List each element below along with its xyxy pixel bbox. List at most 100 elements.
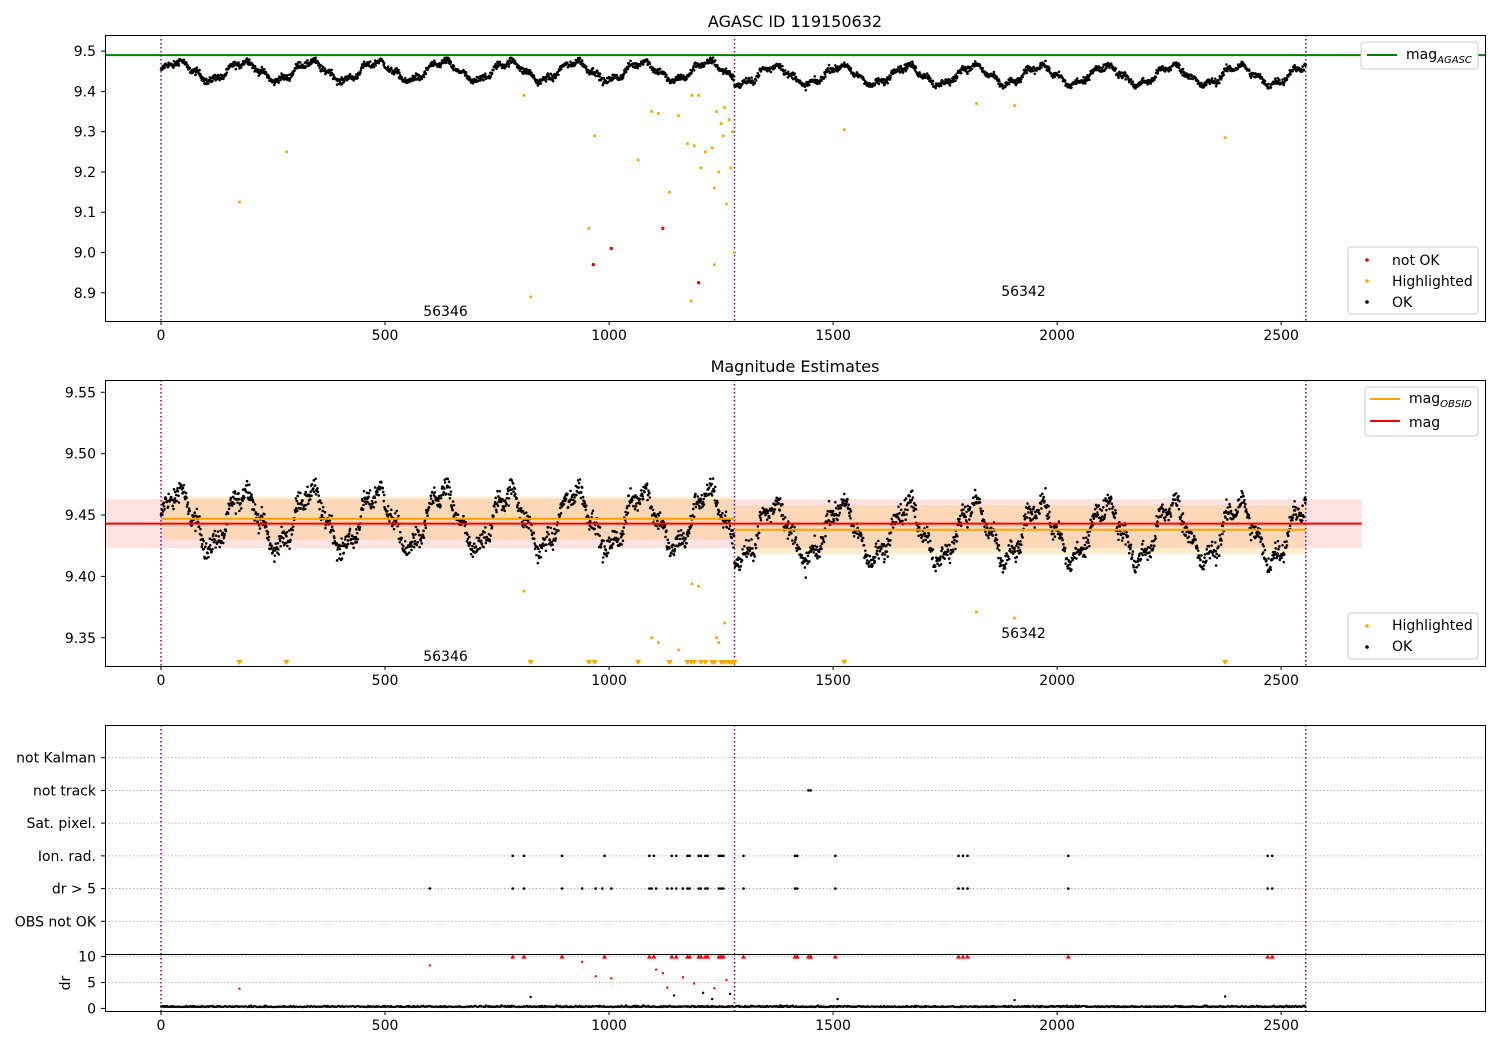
ok-point: [622, 526, 626, 529]
ok-point: [540, 546, 544, 550]
ok-point: [355, 540, 359, 544]
ok-point: [501, 497, 504, 501]
ok-point: [924, 538, 928, 542]
ok-point: [621, 539, 625, 543]
ok-point: [1181, 512, 1185, 515]
ok-point: [638, 502, 642, 506]
ok-point: [382, 493, 386, 497]
ok-point: [517, 64, 520, 67]
ok-point: [529, 529, 533, 532]
ok-point: [820, 542, 824, 546]
ok-point: [1151, 547, 1155, 550]
ok-point: [358, 526, 362, 529]
ok-point: [1088, 78, 1091, 82]
ok-point: [439, 496, 443, 500]
ok-point: [997, 544, 1001, 547]
ok-point: [1106, 493, 1110, 497]
ok-point: [756, 72, 760, 75]
ok-point: [558, 514, 562, 517]
ok-point: [874, 77, 878, 81]
ok-point: [318, 499, 322, 502]
ok-point: [431, 491, 434, 494]
ok-point: [382, 61, 386, 65]
ok-point: [955, 534, 959, 538]
ok-point: [929, 539, 932, 543]
ok-point: [1040, 66, 1043, 69]
ok-point: [1046, 513, 1050, 516]
ok-point: [263, 68, 266, 71]
ok-point: [636, 66, 640, 70]
ok-point: [1083, 543, 1087, 547]
highlighted-point: [724, 202, 728, 206]
ok-point: [1037, 509, 1041, 512]
highlighted-point: [656, 112, 660, 116]
ok-point: [656, 519, 659, 523]
ok-point: [1030, 512, 1034, 516]
ok-point: [681, 542, 685, 545]
ok-point: [1141, 76, 1145, 80]
ok-point: [544, 80, 548, 83]
ok-point: [888, 543, 892, 547]
ok-point: [1093, 507, 1097, 511]
ok-point: [320, 64, 323, 68]
ok-point: [756, 536, 760, 540]
ok-point: [549, 526, 553, 530]
ok-point: [747, 76, 751, 80]
ok-point: [422, 536, 426, 539]
ok-point: [193, 511, 196, 514]
ok-point: [361, 499, 364, 503]
ok-point: [354, 535, 358, 539]
ok-point: [442, 59, 446, 63]
ok-point: [207, 82, 210, 85]
ok-point: [939, 563, 943, 566]
ok-point: [1127, 540, 1130, 544]
ok-point: [948, 84, 952, 87]
ok-point: [271, 551, 274, 555]
ok-point: [439, 65, 442, 68]
ok-point: [1027, 511, 1030, 514]
ok-point: [484, 526, 487, 529]
ok-point: [1053, 535, 1057, 538]
ok-point: [1205, 559, 1208, 563]
ok-point: [566, 61, 569, 65]
ok-point: [243, 496, 246, 499]
ok-point: [1087, 541, 1090, 544]
ok-point: [997, 556, 1000, 560]
ok-point: [267, 535, 271, 539]
ok-point: [1105, 504, 1109, 507]
highlighted-point: [689, 299, 693, 303]
ok-point: [1167, 518, 1170, 522]
ok-point: [258, 527, 262, 530]
ok-point: [1035, 69, 1038, 72]
ok-point: [238, 509, 241, 513]
ok-point: [605, 554, 609, 558]
ok-point: [1053, 75, 1057, 79]
ok-point: [822, 77, 826, 80]
ok-point: [675, 537, 679, 541]
ok-point: [889, 531, 893, 534]
ok-point: [239, 502, 243, 505]
ok-point: [273, 554, 277, 557]
ok-point: [559, 67, 563, 71]
ok-point: [765, 518, 769, 521]
ok-point: [346, 539, 350, 542]
ok-point: [214, 534, 218, 537]
ok-point: [318, 66, 321, 70]
ok-point: [381, 486, 385, 490]
ok-point: [822, 540, 826, 544]
ok-point: [685, 541, 688, 545]
highlighted-point: [717, 170, 721, 174]
ok-point: [250, 496, 254, 500]
ok-point: [940, 549, 943, 553]
ok-point: [208, 537, 212, 541]
ok-point: [1074, 547, 1078, 550]
ok-point: [1258, 72, 1262, 76]
ok-point: [1141, 539, 1145, 543]
ok-point: [725, 72, 729, 76]
ok-point: [224, 529, 228, 533]
ok-point: [721, 512, 724, 515]
ok-point: [650, 505, 653, 509]
ok-point: [546, 525, 550, 529]
ok-point: [496, 489, 499, 493]
ok-point: [241, 499, 244, 503]
